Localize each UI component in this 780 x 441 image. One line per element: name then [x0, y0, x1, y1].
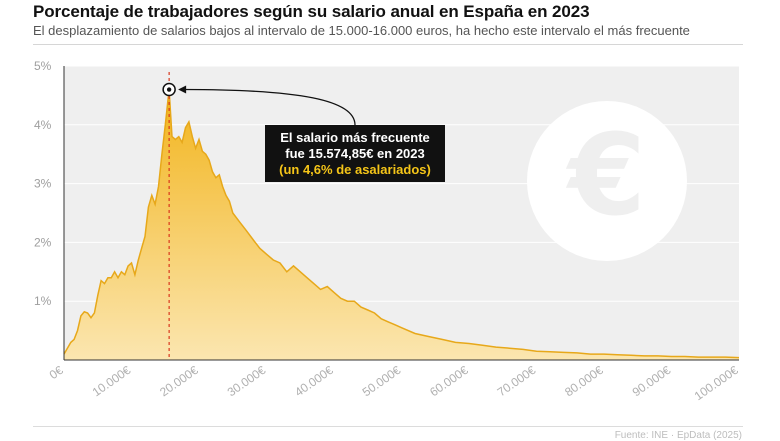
x-tick-label: 0€ — [47, 363, 66, 382]
euro-circle — [527, 101, 687, 261]
x-tick-label: 30.000€ — [225, 363, 269, 400]
x-tick-label: 60.000€ — [427, 363, 471, 400]
header-divider — [33, 44, 743, 45]
source-credit: Fuente: INE · EpData (2025) — [614, 430, 742, 441]
y-tick-label: 4% — [34, 118, 52, 132]
chart-subtitle: El desplazamiento de salarios bajos al i… — [33, 23, 690, 38]
euro-icon: € — [565, 111, 646, 241]
x-tick-label: 40.000€ — [292, 363, 336, 400]
x-tick-label: 50.000€ — [360, 363, 404, 400]
peak-marker-dot — [166, 87, 172, 92]
callout-line-1: El salario más frecuente — [280, 130, 430, 145]
callout-line-3: (un 4,6% de asalariados) — [279, 162, 431, 177]
x-tick-label: 20.000€ — [157, 363, 201, 400]
x-tick-label: 70.000€ — [495, 363, 539, 400]
y-tick-label: 5% — [34, 59, 52, 73]
x-tick-label: 90.000€ — [630, 363, 674, 400]
x-tick-label: 10.000€ — [90, 363, 134, 400]
callout-arrow — [184, 88, 356, 126]
callout-arrowhead — [178, 85, 187, 94]
x-tick-label: 80.000€ — [562, 363, 606, 400]
y-tick-label: 1% — [34, 294, 52, 308]
x-axis-ticks: 0€ 10.000€ 20.000€ 30.000€ 40.000€ 50.000€ 60.… — [47, 363, 741, 403]
y-tick-label: 2% — [34, 235, 52, 249]
y-axis-ticks: 1% 2% 3% 4% 5% — [34, 59, 52, 308]
callout-line-2: fue 15.574,85€ en 2023 — [285, 146, 425, 161]
y-tick-label: 3% — [34, 177, 52, 191]
callout-box — [265, 125, 445, 182]
peak-callout: El salario más frecuente fue 15.574,85€ … — [265, 125, 445, 182]
x-tick-label: 100.000€ — [692, 363, 741, 403]
footer-divider — [33, 426, 743, 427]
salary-distribution-line — [63, 89, 740, 359]
salary-distribution-area — [64, 89, 739, 360]
chart-title: Porcentaje de trabajadores según su sala… — [33, 2, 590, 21]
euro-watermark: € — [527, 101, 687, 261]
